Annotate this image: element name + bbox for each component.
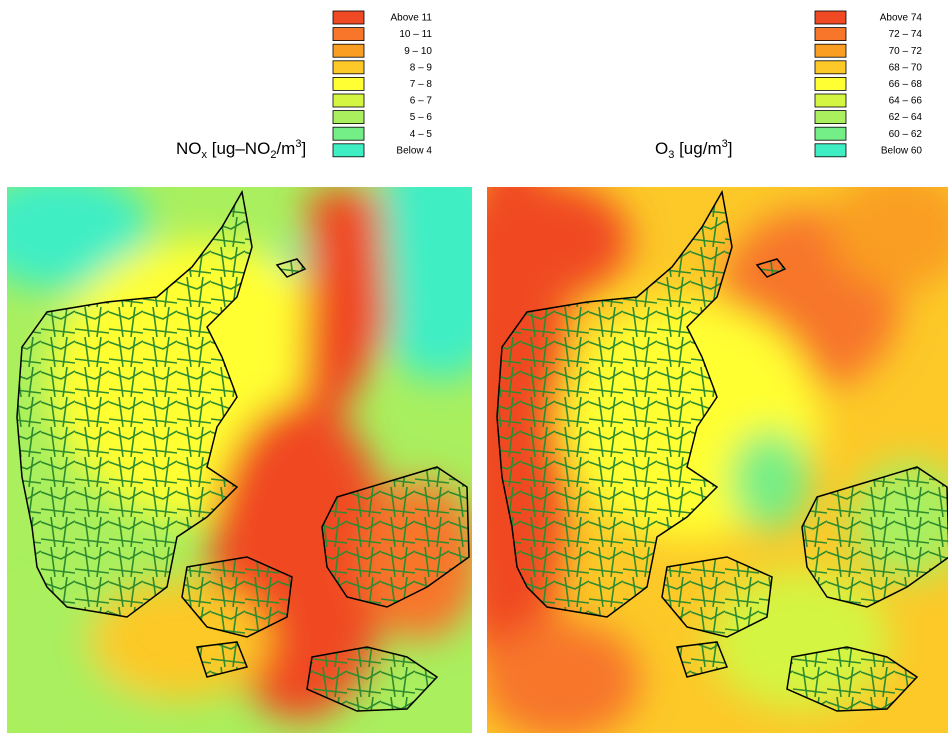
legend-label: 7 – 8	[410, 79, 433, 90]
legend-swatch	[814, 43, 847, 58]
title-part: O	[655, 139, 668, 158]
legend-swatch	[814, 60, 847, 75]
nox-map	[7, 187, 472, 733]
legend-swatch	[332, 143, 365, 158]
legend-swatch	[332, 27, 365, 42]
title-sup: 3	[722, 138, 728, 150]
legend-swatch	[814, 126, 847, 141]
legend-swatch	[332, 77, 365, 91]
legend-label: 9 – 10	[404, 46, 432, 57]
legend-label: 8 – 9	[410, 62, 433, 73]
legend-label: Below 4	[396, 145, 432, 156]
legend-label: 5 – 6	[410, 112, 433, 123]
legend-label: Above 74	[880, 13, 923, 24]
title-sup: 3	[295, 138, 301, 150]
legend-swatch	[814, 93, 847, 108]
legend-label: 10 – 11	[399, 29, 432, 40]
legend-swatch	[332, 43, 365, 58]
title-part: [ug/m	[674, 139, 721, 158]
legend-label: 68 – 70	[889, 62, 923, 73]
legend-label: 6 – 7	[410, 96, 433, 107]
title-sub: 3	[668, 149, 674, 161]
legend-swatch	[814, 143, 847, 158]
legend-swatch	[332, 93, 365, 108]
legend-swatch	[332, 10, 365, 25]
title-part: ]	[728, 139, 733, 158]
legend-swatch	[814, 10, 847, 25]
o3-title: O3 [ug/m3]	[655, 138, 732, 161]
nox-title: NOx [ug–NO2/m3]	[176, 138, 306, 161]
legend-swatch	[332, 110, 365, 124]
legend-swatch	[332, 126, 365, 141]
title-part: NO	[176, 139, 202, 158]
legend-swatch	[814, 77, 847, 91]
legend-swatch	[332, 60, 365, 75]
legend-label: Above 11	[390, 13, 432, 24]
o3-map	[487, 187, 948, 733]
legend-label: 64 – 66	[889, 96, 923, 107]
legend-swatch	[814, 110, 847, 124]
legend-label: 60 – 62	[889, 129, 923, 140]
title-sub: x	[202, 149, 208, 161]
title-part: [ug–NO	[207, 139, 270, 158]
title-sub: 2	[270, 149, 276, 161]
legend-label: Below 60	[881, 145, 923, 156]
legend-swatch	[814, 27, 847, 42]
legend-label: 4 – 5	[410, 129, 433, 140]
legend-label: 62 – 64	[889, 112, 923, 123]
legend-label: 66 – 68	[889, 79, 923, 90]
title-part: ]	[301, 139, 306, 158]
legend-label: 72 – 74	[889, 29, 923, 40]
title-part: /m	[276, 139, 295, 158]
legend-label: 70 – 72	[889, 46, 923, 57]
